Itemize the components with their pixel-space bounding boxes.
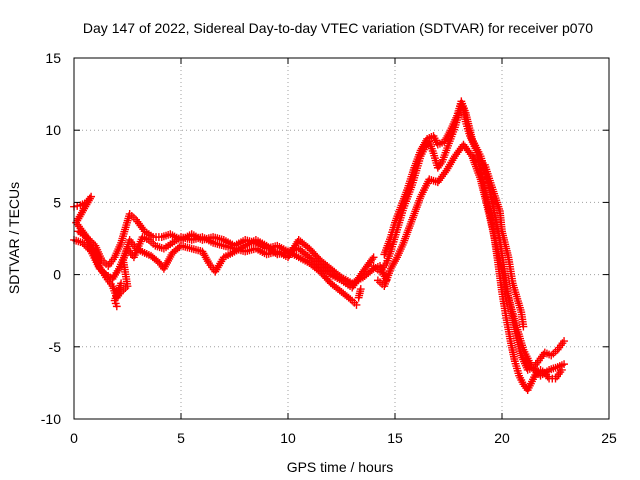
y-tick-label: -10 bbox=[41, 411, 61, 427]
data-point bbox=[560, 360, 568, 369]
y-tick-label: 10 bbox=[45, 122, 61, 138]
data-point bbox=[352, 301, 361, 309]
data-point bbox=[519, 322, 528, 331]
chart-title: Day 147 of 2022, Sidereal Day-to-day VTE… bbox=[83, 20, 593, 36]
y-tick-label: 0 bbox=[53, 267, 61, 283]
y-tick-label: -5 bbox=[49, 339, 62, 355]
data-point bbox=[356, 285, 365, 293]
x-tick-labels: 0 5 10 15 20 25 bbox=[70, 430, 617, 446]
y-tick-labels: -10 -5 0 5 10 15 bbox=[41, 50, 61, 427]
data-points bbox=[70, 97, 568, 395]
x-axis-label: GPS time / hours bbox=[287, 459, 394, 475]
axis-ticks bbox=[73, 57, 610, 420]
data-point bbox=[117, 279, 125, 288]
y-tick-label: 5 bbox=[53, 194, 61, 210]
plot-frame bbox=[73, 57, 610, 420]
y-tick-label: 15 bbox=[45, 50, 61, 66]
x-tick-label: 5 bbox=[177, 430, 185, 446]
x-tick-label: 0 bbox=[70, 430, 78, 446]
data-point bbox=[112, 302, 121, 311]
x-tick-label: 20 bbox=[494, 430, 510, 446]
data-point bbox=[560, 337, 568, 345]
data-point bbox=[369, 253, 378, 262]
data-point bbox=[73, 202, 82, 210]
y-axis-label: SDTVAR / TECUs bbox=[6, 182, 22, 294]
x-tick-label: 15 bbox=[387, 430, 403, 446]
x-tick-label: 25 bbox=[601, 430, 617, 446]
x-tick-label: 10 bbox=[280, 430, 296, 446]
